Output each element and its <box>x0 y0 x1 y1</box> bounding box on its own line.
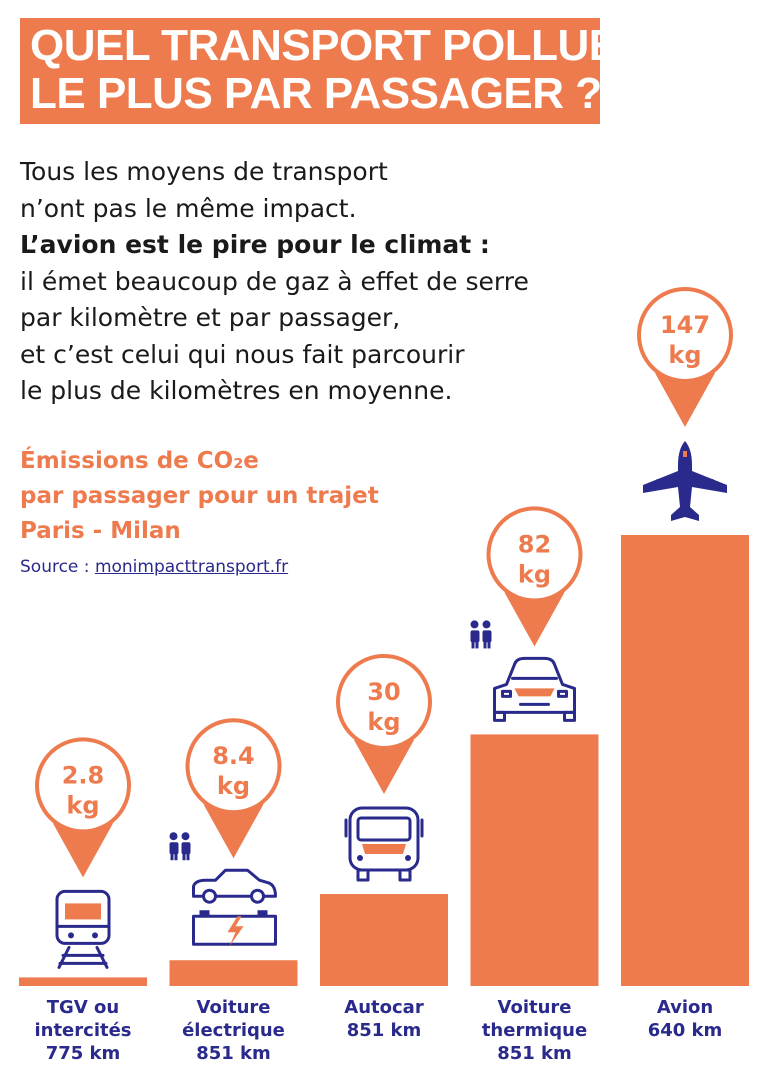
data-unit: kg <box>217 772 250 800</box>
intro-paragraph: Tous les moyens de transport n’ont pas l… <box>20 154 529 410</box>
bar <box>320 893 448 986</box>
data-unit: kg <box>367 708 400 736</box>
tick-label: thermique <box>481 1020 588 1041</box>
tick-label: Voiture <box>196 997 271 1018</box>
bar <box>19 977 147 986</box>
data-label: 2.8 <box>62 761 105 789</box>
source-link[interactable]: monimpacttransport.fr <box>94 557 289 577</box>
data-unit: kg <box>66 791 99 819</box>
car-icon <box>493 656 576 722</box>
airplane-icon <box>643 441 727 521</box>
tick-label: Voiture <box>497 997 572 1018</box>
data-label: 82 <box>518 530 551 558</box>
subtitle-line: Paris - Milan <box>20 518 181 544</box>
category-label: Voiture thermique 851 km <box>460 996 610 1065</box>
intro-line: n’ont pas le même impact. <box>20 193 357 223</box>
tick-label: 851 km <box>497 1043 572 1064</box>
value-pin <box>486 506 583 647</box>
title-line-2: LE PLUS PAR PASSAGER ? <box>30 69 602 118</box>
value-pin <box>185 718 282 859</box>
source-label: Source : <box>20 557 95 577</box>
data-label: 8.4 <box>212 742 255 770</box>
value-pin <box>35 737 131 878</box>
title-line-1: QUEL TRANSPORT POLLUE <box>30 21 618 70</box>
tick-label: TGV ou <box>46 997 120 1018</box>
bar <box>621 535 749 986</box>
value-pin <box>336 653 432 794</box>
category-label: Avion 640 km <box>610 996 760 1042</box>
tick-label: Avion <box>656 997 714 1018</box>
intro-line: et c’est celui qui nous fait parcourir <box>20 339 465 369</box>
bar <box>169 960 298 986</box>
tick-label: 775 km <box>45 1043 121 1064</box>
tick-label: intercités <box>34 1020 132 1041</box>
passengers-icon <box>470 620 492 649</box>
tick-label: Autocar <box>344 997 424 1018</box>
intro-line: par kilomètre et par passager, <box>20 303 401 332</box>
intro-line: il émet beaucoup de gaz à effet de serre <box>20 266 529 296</box>
title-banner: QUEL TRANSPORT POLLUE LE PLUS PAR PASSAG… <box>20 18 618 124</box>
tick-label: 851 km <box>196 1043 271 1064</box>
subtitle-line: Émissions de CO₂e <box>20 448 259 474</box>
tick-label: électrique <box>182 1020 285 1041</box>
intro-line: le plus de kilomètres en moyenne. <box>20 376 453 405</box>
passengers-icon <box>169 832 191 861</box>
chart-subtitle: Émissions de CO₂e par passager pour un t… <box>20 444 379 549</box>
category-label: Voiture électrique 851 km <box>159 996 309 1065</box>
bar <box>470 734 599 986</box>
value-pin <box>637 287 733 427</box>
tick-label: 851 km <box>346 1020 422 1041</box>
subtitle-line: par passager pour un trajet <box>20 483 379 509</box>
data-label: 147 <box>660 311 710 339</box>
train-icon <box>55 889 111 969</box>
electric-car-icon <box>192 868 277 947</box>
intro-line: Tous les moyens de transport <box>20 157 388 186</box>
data-unit: kg <box>668 341 701 369</box>
data-label: 30 <box>367 678 400 706</box>
bus-icon <box>344 806 424 882</box>
category-label: Autocar 851 km <box>309 996 459 1042</box>
data-unit: kg <box>518 560 551 588</box>
intro-line-bold: L’avion est le pire pour le climat : <box>20 230 490 259</box>
tick-label: 640 km <box>647 1020 723 1041</box>
category-label: TGV ou intercités 775 km <box>8 996 158 1065</box>
source-line: Source : monimpacttransport.fr <box>20 557 288 577</box>
